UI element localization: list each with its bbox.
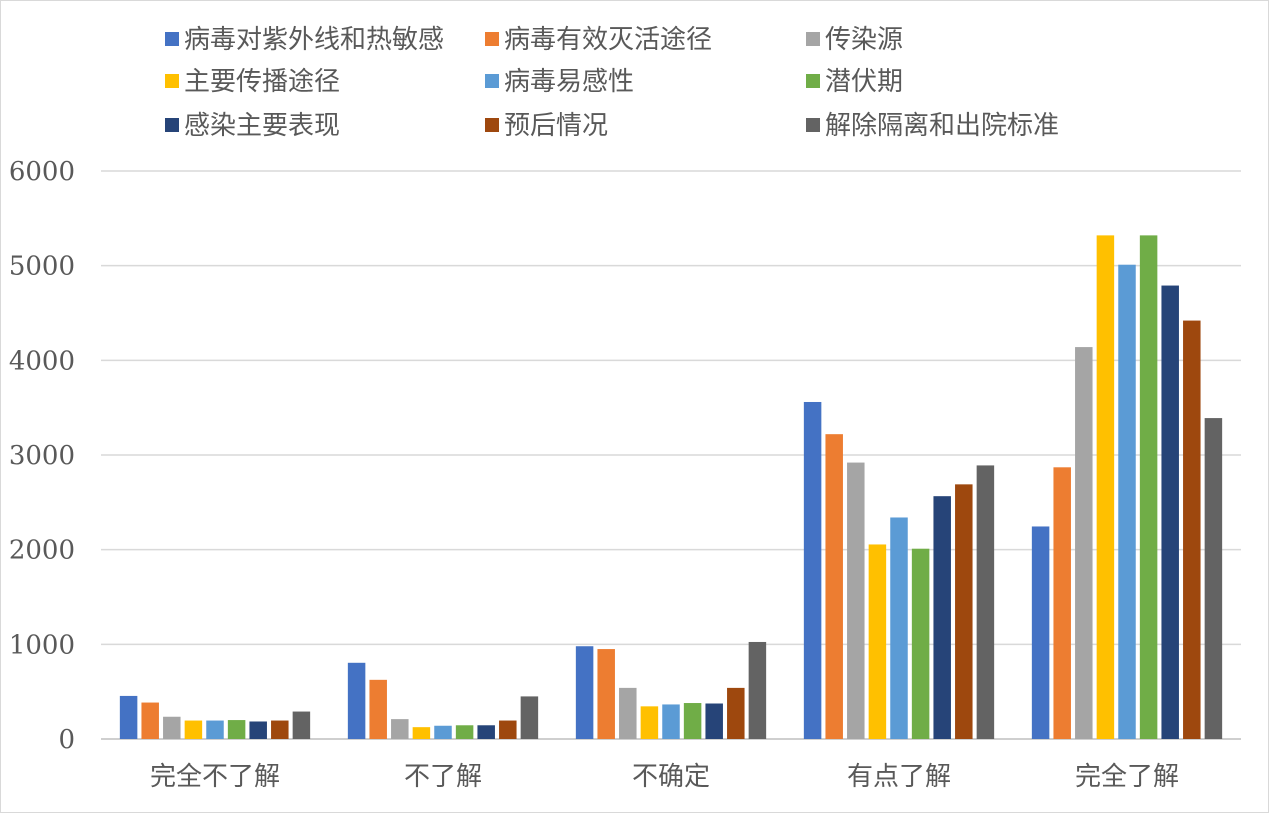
bar-series-2-cat-1 xyxy=(391,719,409,739)
legend-item: 病毒对紫外线和热敏感 xyxy=(165,25,444,55)
bar-series-2-cat-2 xyxy=(619,687,637,739)
bar-series-1-cat-1 xyxy=(369,679,387,739)
bar-series-5-cat-3 xyxy=(911,548,930,739)
legend-label: 病毒有效灭活途径 xyxy=(504,25,712,55)
bar-series-3-cat-0 xyxy=(184,720,203,739)
bar-series-0-cat-0 xyxy=(119,695,138,739)
x-axis: 完全不了解 不了解 不确定 有点了解 完全了解 xyxy=(150,762,1179,792)
y-tick-label: 4000 xyxy=(9,346,75,376)
bar-series-4-cat-0 xyxy=(206,720,224,739)
legend-swatch xyxy=(165,32,179,46)
bar-series-7-cat-2 xyxy=(727,687,745,739)
bar-series-7-cat-4 xyxy=(1183,320,1201,739)
bar-series-6-cat-2 xyxy=(705,703,723,739)
bar-series-1-cat-0 xyxy=(141,702,159,739)
bar-series-1-cat-4 xyxy=(1053,467,1071,739)
bar-series-3-cat-4 xyxy=(1096,235,1115,739)
bar-series-8-cat-2 xyxy=(748,641,767,739)
bar-series-4-cat-4 xyxy=(1118,264,1136,739)
y-tick-label: 5000 xyxy=(9,252,75,282)
legend-item: 传染源 xyxy=(806,25,903,55)
legend-label: 感染主要表现 xyxy=(184,111,340,141)
bar-series-1-cat-2 xyxy=(597,649,615,739)
y-tick-label: 3000 xyxy=(9,441,75,471)
legend-item: 主要传播途径 xyxy=(165,67,340,97)
bar-series-8-cat-4 xyxy=(1204,418,1223,739)
bar-series-7-cat-3 xyxy=(955,484,973,739)
legend-label: 预后情况 xyxy=(504,111,608,141)
legend-swatch xyxy=(806,74,820,88)
legend-label: 病毒易感性 xyxy=(504,67,634,97)
legend-swatch xyxy=(165,118,179,132)
bar-series-6-cat-3 xyxy=(933,496,951,739)
x-tick-label: 有点了解 xyxy=(847,762,951,792)
legend-swatch xyxy=(485,32,499,46)
bar-series-2-cat-4 xyxy=(1075,347,1093,739)
legend-item: 预后情况 xyxy=(485,111,608,141)
legend-label: 传染源 xyxy=(825,25,903,55)
legend-item: 潜伏期 xyxy=(806,67,903,97)
bar-series-0-cat-4 xyxy=(1031,526,1050,739)
bar-series-8-cat-0 xyxy=(292,711,311,739)
bar-series-2-cat-3 xyxy=(847,462,865,739)
bar-series-7-cat-0 xyxy=(271,720,289,739)
legend-label: 病毒对紫外线和热敏感 xyxy=(184,25,444,55)
legend-label: 潜伏期 xyxy=(825,67,903,97)
bars xyxy=(119,235,1223,739)
bar-series-4-cat-3 xyxy=(890,517,908,739)
bar-series-5-cat-2 xyxy=(683,703,702,739)
legend-swatch xyxy=(806,118,820,132)
x-tick-label: 完全了解 xyxy=(1075,762,1179,792)
x-tick-label: 完全不了解 xyxy=(150,762,280,792)
bar-series-0-cat-3 xyxy=(803,401,822,739)
legend-swatch xyxy=(485,74,499,88)
bar-series-7-cat-1 xyxy=(499,720,517,739)
y-tick-label: 2000 xyxy=(9,536,75,566)
bar-series-3-cat-2 xyxy=(640,706,659,739)
bar-series-1-cat-3 xyxy=(825,434,843,739)
y-tick-label: 6000 xyxy=(9,157,75,187)
bar-series-5-cat-1 xyxy=(455,725,474,739)
bar-series-0-cat-1 xyxy=(347,662,366,739)
bar-series-6-cat-4 xyxy=(1161,285,1179,739)
bar-series-6-cat-1 xyxy=(477,725,495,739)
bar-series-4-cat-1 xyxy=(434,725,452,739)
bar-series-4-cat-2 xyxy=(662,704,680,739)
x-tick-label: 不了解 xyxy=(404,762,482,792)
legend-item: 感染主要表现 xyxy=(165,111,340,141)
legend-item: 解除隔离和出院标准 xyxy=(806,111,1059,141)
bar-series-3-cat-1 xyxy=(412,727,431,739)
gridlines xyxy=(101,170,1241,740)
legend-item: 病毒易感性 xyxy=(485,67,634,97)
legend-swatch xyxy=(806,32,820,46)
y-tick-label: 0 xyxy=(58,725,75,755)
bar-series-6-cat-0 xyxy=(249,721,267,739)
y-tick-label: 1000 xyxy=(9,630,75,660)
bar-series-8-cat-3 xyxy=(976,465,995,739)
x-tick-label: 不确定 xyxy=(632,762,710,792)
legend-label: 主要传播途径 xyxy=(184,67,340,97)
bar-series-2-cat-0 xyxy=(163,716,181,739)
y-axis: 0 1000 2000 3000 4000 5000 6000 xyxy=(9,157,75,755)
legend-item: 病毒有效灭活途径 xyxy=(485,25,712,55)
bar-series-5-cat-4 xyxy=(1139,235,1158,739)
bar-series-5-cat-0 xyxy=(227,720,246,739)
legend-swatch xyxy=(485,118,499,132)
bar-series-0-cat-2 xyxy=(575,646,594,739)
legend-label: 解除隔离和出院标准 xyxy=(825,111,1059,141)
bar-series-8-cat-1 xyxy=(520,696,539,739)
legend-swatch xyxy=(165,74,179,88)
bar-series-3-cat-3 xyxy=(868,544,887,739)
